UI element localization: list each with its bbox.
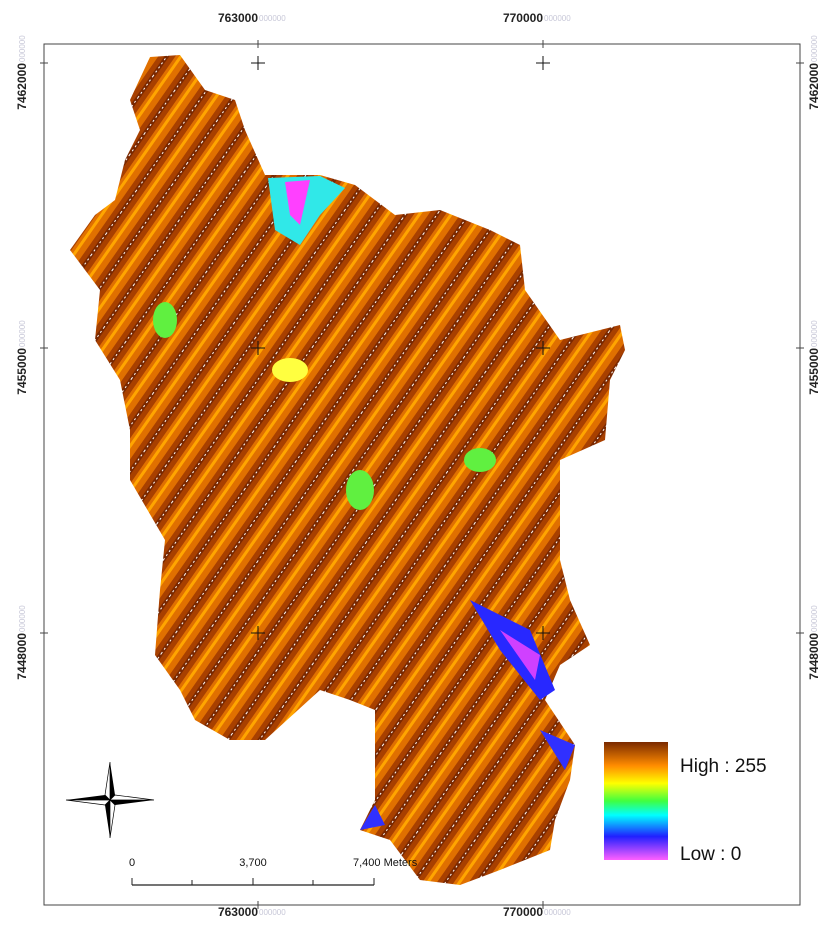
flow-raster <box>70 55 625 885</box>
coord-value: 770000 <box>503 905 543 919</box>
scale-label: 0 <box>129 857 135 869</box>
coord-value: 7448000 <box>15 633 29 680</box>
mid-area <box>464 448 496 472</box>
coord-suffix: 000000 <box>810 320 819 347</box>
coord-suffix: 000000 <box>18 605 27 632</box>
mid-area <box>153 302 177 338</box>
coord-value: 7455000 <box>15 348 29 395</box>
coord-suffix: 000000 <box>18 35 27 62</box>
coord-value: 7448000 <box>807 633 819 680</box>
north-arrow <box>65 761 155 839</box>
neatline <box>43 43 801 906</box>
coord-suffix: 000000 <box>18 320 27 347</box>
coord-label: 763000 000000 <box>218 905 286 919</box>
coord-suffix: 000000 <box>259 14 286 23</box>
raster <box>70 55 625 885</box>
coord-label: 770000 000000 <box>503 11 571 25</box>
coord-value: 7462000 <box>807 63 819 110</box>
coord-suffix: 000000 <box>259 908 286 917</box>
coord-label: 763000 000000 <box>218 11 286 25</box>
legend: High : 255 Low : 0 <box>604 742 767 865</box>
coord-suffix: 000000 <box>810 605 819 632</box>
scale-label: 7,400 Meters <box>353 857 418 869</box>
legend-high: High : 255 <box>680 756 767 777</box>
low-area <box>285 180 310 225</box>
low-area <box>360 805 385 830</box>
coord-label: 770000 000000 <box>503 905 571 919</box>
scale-bar: 0 3,700 7,400 Meters <box>129 857 418 886</box>
coord-value: 763000 <box>218 905 258 919</box>
legend-low: Low : 0 <box>680 844 741 865</box>
legend-ramp <box>604 742 668 860</box>
coord-suffix: 000000 <box>810 35 819 62</box>
coord-suffix: 000000 <box>544 14 571 23</box>
coord-value: 770000 <box>503 11 543 25</box>
mid-area <box>272 358 308 382</box>
coord-suffix: 000000 <box>544 908 571 917</box>
mid-area <box>346 470 374 510</box>
coord-value: 7455000 <box>807 348 819 395</box>
scale-label: 3,700 <box>239 857 267 869</box>
low-area <box>500 630 540 680</box>
coord-value: 7462000 <box>15 63 29 110</box>
low-area <box>540 730 575 770</box>
coord-value: 763000 <box>218 11 258 25</box>
